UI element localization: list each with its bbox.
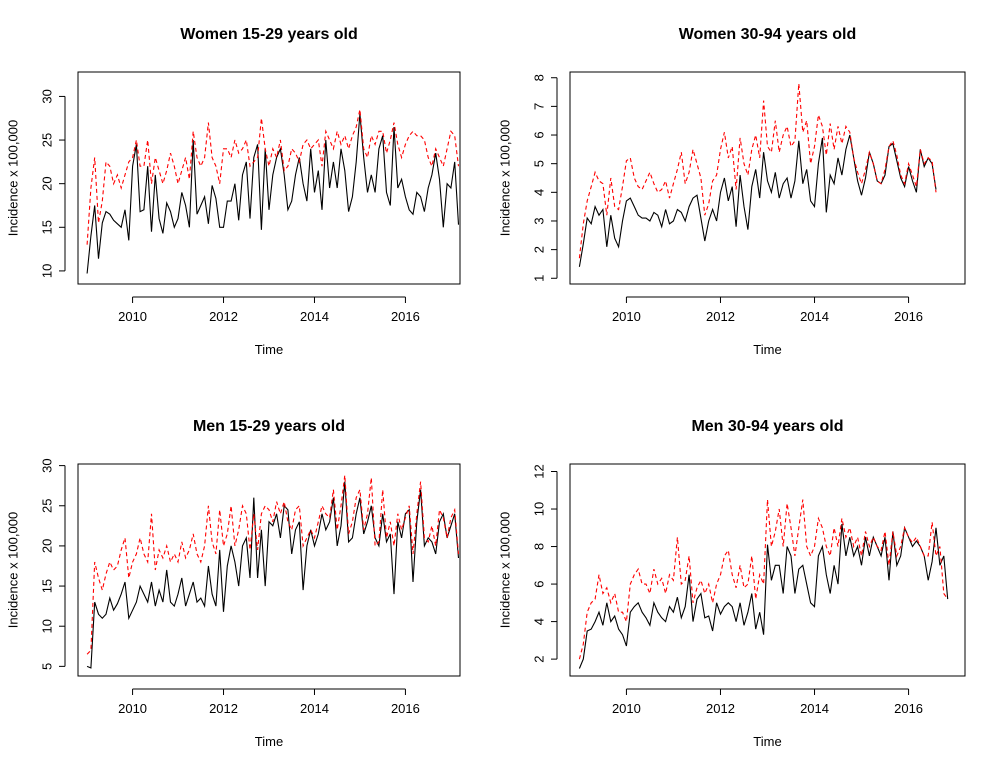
x-axis-label: Time (753, 342, 781, 357)
chart-title: Women 15-29 years old (180, 26, 358, 43)
x-tick-label: 2016 (391, 701, 420, 716)
x-tick-label: 2012 (706, 701, 735, 716)
x-tick-label: 2016 (391, 309, 420, 324)
chart-title: Men 15-29 years old (193, 418, 345, 435)
series-line-2 (86, 475, 460, 655)
x-tick-label: 2016 (894, 309, 923, 324)
x-axis-label: Time (753, 734, 781, 749)
y-tick-label: 4 (532, 618, 547, 625)
x-tick-label: 2010 (612, 309, 641, 324)
x-tick-label: 2010 (118, 701, 147, 716)
y-tick-label: 5 (40, 663, 55, 670)
plot-frame (77, 463, 461, 677)
series-line-1 (578, 134, 937, 267)
y-tick-label: 10 (40, 264, 55, 278)
plot-frame (569, 71, 966, 285)
y-tick-label: 1 (532, 275, 547, 282)
plot-frame (77, 71, 461, 285)
y-tick-label: 15 (40, 579, 55, 593)
panel-4: Men 30-94 years old 2010 2012 2014 2016 Time 2… (498, 418, 966, 749)
y-tick-label: 6 (532, 131, 547, 138)
x-tick-label: 2014 (800, 701, 829, 716)
x-axis-label: Time (255, 734, 283, 749)
x-tick-label: 2010 (118, 309, 147, 324)
series-line-1 (86, 113, 460, 274)
x-axis-label: Time (255, 342, 283, 357)
y-tick-label: 15 (40, 220, 55, 234)
y-tick-label: 25 (40, 499, 55, 513)
plot-frame (569, 463, 966, 677)
y-tick-label: 8 (532, 74, 547, 81)
y-axis-label: Incidence x 100,000 (498, 120, 513, 236)
series-line-1 (578, 523, 949, 669)
x-tick-label: 2010 (612, 701, 641, 716)
x-tick-label: 2014 (300, 309, 329, 324)
y-axis-label: Incidence x 100,000 (498, 512, 513, 628)
y-axis-label: Incidence x 100,000 (6, 512, 21, 628)
chart-title: Men 30-94 years old (691, 418, 843, 435)
series-line-2 (86, 109, 460, 245)
series-line-2 (578, 83, 937, 259)
x-tick-label: 2016 (894, 701, 923, 716)
x-tick-label: 2012 (209, 701, 238, 716)
x-tick-label: 2012 (706, 309, 735, 324)
y-tick-label: 5 (532, 160, 547, 167)
y-tick-label: 4 (532, 189, 547, 196)
y-tick-label: 2 (532, 246, 547, 253)
y-tick-label: 10 (532, 502, 547, 516)
y-axis-label: Incidence x 100,000 (6, 120, 21, 236)
y-tick-label: 12 (532, 464, 547, 478)
y-tick-label: 25 (40, 133, 55, 147)
y-tick-label: 20 (40, 539, 55, 553)
y-tick-label: 20 (40, 176, 55, 190)
panel-2: Women 30-94 years old 2010 2012 2014 2016 Tim… (498, 26, 966, 357)
x-tick-label: 2014 (800, 309, 829, 324)
x-tick-label: 2014 (300, 701, 329, 716)
y-tick-label: 30 (40, 458, 55, 472)
series-line-1 (86, 481, 460, 669)
y-tick-label: 2 (532, 655, 547, 662)
y-tick-label: 7 (532, 103, 547, 110)
y-tick-label: 10 (40, 619, 55, 633)
y-tick-label: 3 (532, 217, 547, 224)
y-tick-label: 8 (532, 543, 547, 550)
y-tick-label: 6 (532, 580, 547, 587)
x-tick-label: 2012 (209, 309, 238, 324)
chart-title: Women 30-94 years old (679, 26, 857, 43)
y-tick-label: 30 (40, 89, 55, 103)
series-line-2 (578, 499, 949, 660)
